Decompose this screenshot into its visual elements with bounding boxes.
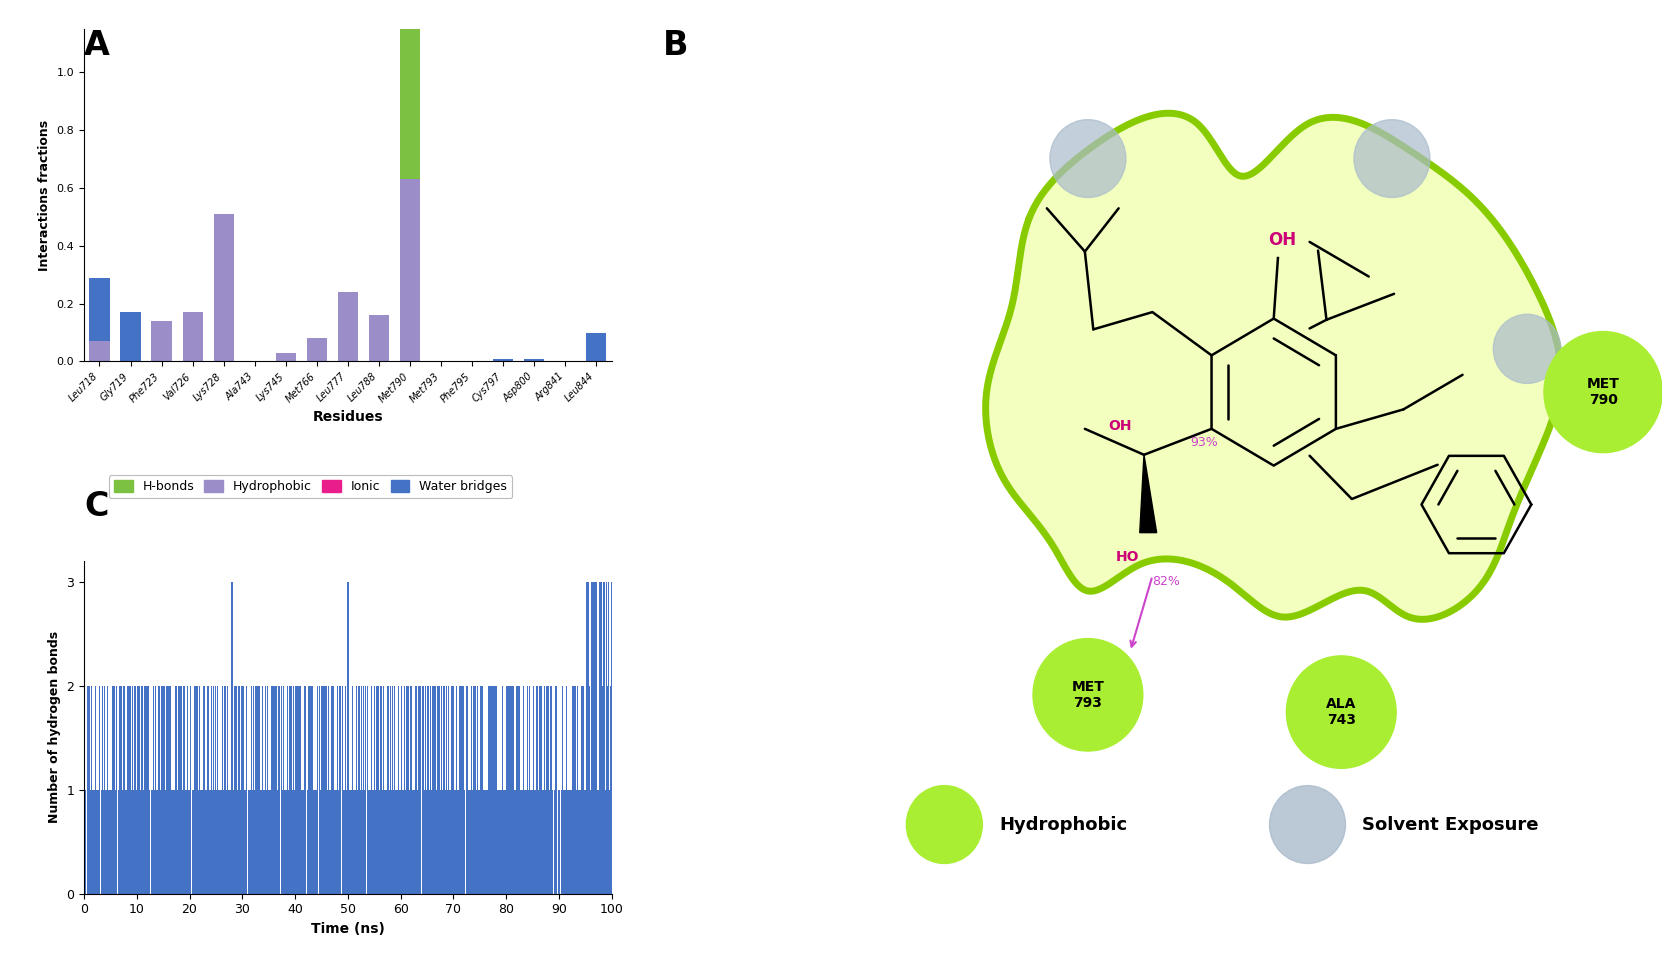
Text: OH: OH xyxy=(1268,232,1296,249)
Circle shape xyxy=(1269,785,1345,863)
Bar xyxy=(400,0,420,180)
Bar xyxy=(494,358,514,361)
Circle shape xyxy=(1286,655,1397,768)
Text: 93%: 93% xyxy=(1190,436,1219,449)
Text: MET
790: MET 790 xyxy=(1587,377,1620,407)
Circle shape xyxy=(907,785,982,863)
Text: Solvent Exposure: Solvent Exposure xyxy=(1362,816,1540,833)
Text: OH: OH xyxy=(1108,419,1132,433)
Text: 82%: 82% xyxy=(1152,575,1180,587)
Circle shape xyxy=(1033,638,1143,752)
Text: B: B xyxy=(663,29,688,62)
X-axis label: Time (ns): Time (ns) xyxy=(311,922,384,936)
Text: Hydrophobic: Hydrophobic xyxy=(999,816,1127,833)
Bar xyxy=(275,353,296,361)
Text: MET
793: MET 793 xyxy=(1071,679,1105,710)
Bar xyxy=(400,180,420,361)
Text: ALA
743: ALA 743 xyxy=(1326,697,1357,727)
Circle shape xyxy=(1049,119,1127,197)
Y-axis label: Interactions fractions: Interactions fractions xyxy=(39,119,50,271)
Bar xyxy=(89,278,109,341)
Polygon shape xyxy=(1140,455,1157,532)
Bar xyxy=(183,312,203,361)
Bar xyxy=(89,341,109,361)
Circle shape xyxy=(1353,119,1431,197)
Polygon shape xyxy=(986,113,1561,619)
Bar xyxy=(369,315,390,361)
Bar xyxy=(524,358,544,361)
Bar xyxy=(121,312,141,361)
Legend: H-bonds, Hydrophobic, Ionic, Water bridges: H-bonds, Hydrophobic, Ionic, Water bridg… xyxy=(109,476,512,498)
Text: C: C xyxy=(84,490,109,523)
Bar xyxy=(151,321,171,361)
Text: A: A xyxy=(84,29,109,62)
Circle shape xyxy=(1545,332,1662,453)
X-axis label: Residues: Residues xyxy=(312,410,383,424)
Bar xyxy=(213,214,233,361)
Bar xyxy=(307,338,327,361)
Text: HO: HO xyxy=(1115,550,1138,564)
Y-axis label: Number of hydrogen bonds: Number of hydrogen bonds xyxy=(47,631,60,824)
Bar xyxy=(337,292,358,361)
Bar xyxy=(586,333,606,361)
Circle shape xyxy=(1493,314,1561,383)
